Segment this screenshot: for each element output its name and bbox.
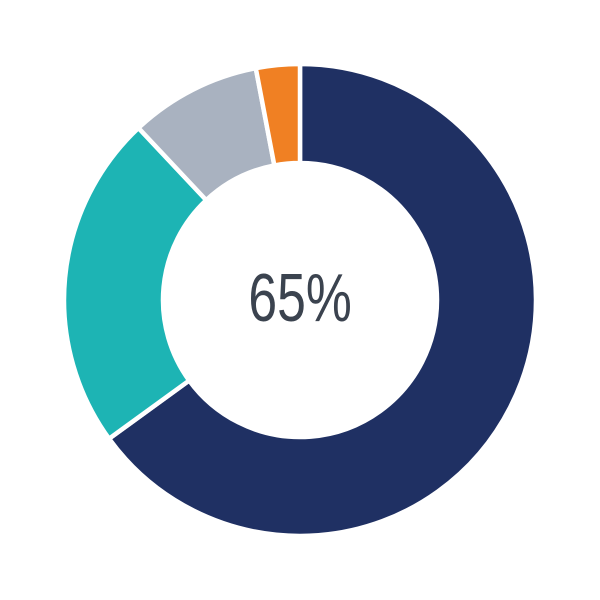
donut-segment-1 xyxy=(105,61,539,539)
donut-segment-4 xyxy=(253,61,303,169)
donut-segment-2 xyxy=(61,124,210,442)
